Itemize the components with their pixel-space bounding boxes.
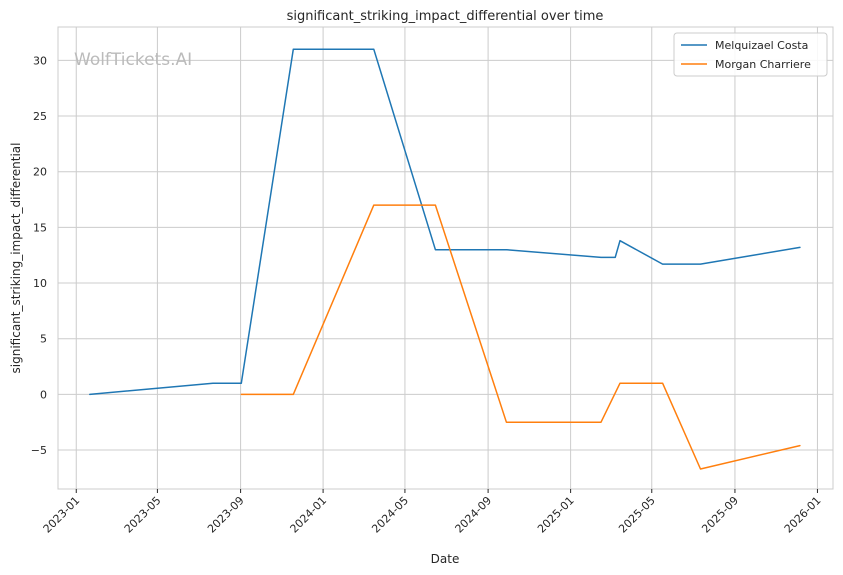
data-point: [798, 245, 802, 249]
legend-box: [673, 32, 828, 77]
data-point: [599, 420, 603, 424]
data-point: [618, 381, 622, 385]
data-point: [661, 262, 665, 266]
series-1: [88, 47, 802, 396]
data-point: [291, 392, 295, 396]
y-tick-label: 0: [40, 388, 47, 401]
y-tick-label: −5: [31, 444, 47, 457]
y-tick-label: 10: [33, 277, 47, 290]
legend: Melquizael Costa Morgan Charriere: [673, 32, 828, 77]
legend-label: Morgan Charriere: [715, 58, 811, 71]
data-point: [618, 239, 622, 243]
y-tick-label: 20: [33, 166, 47, 179]
data-point: [698, 262, 702, 266]
data-point: [504, 248, 508, 252]
y-tick-label: 30: [33, 54, 47, 67]
data-point: [239, 392, 243, 396]
chart-title: significant_striking_impact_differential…: [287, 9, 604, 24]
x-axis-title: Date: [431, 552, 460, 566]
data-point: [613, 255, 617, 259]
y-tick-label: 15: [33, 221, 47, 234]
data-point: [372, 47, 376, 51]
series-layer: [88, 47, 802, 471]
data-point: [599, 255, 603, 259]
series-2: [239, 203, 802, 471]
data-point: [698, 467, 702, 471]
data-point: [433, 248, 437, 252]
series-line: [240, 204, 801, 470]
data-point: [433, 203, 437, 207]
data-point: [372, 203, 376, 207]
data-point: [798, 444, 802, 448]
y-axis-ticks: −5 0 5 10 15 20 25 30: [31, 54, 47, 457]
series-line: [89, 48, 801, 396]
y-tick-label: 25: [33, 110, 47, 123]
y-tick-label: 5: [40, 333, 47, 346]
data-point: [661, 381, 665, 385]
data-point: [211, 381, 215, 385]
y-axis-title: significant_striking_impact_differential: [9, 143, 23, 374]
watermark: WolfTickets.AI: [74, 50, 192, 70]
legend-label: Melquizael Costa: [715, 39, 808, 52]
data-point: [504, 420, 508, 424]
data-point: [239, 381, 243, 385]
grid-lines: [58, 27, 833, 489]
data-point: [291, 47, 295, 51]
plot-frame: [57, 26, 834, 490]
data-point: [88, 392, 92, 396]
